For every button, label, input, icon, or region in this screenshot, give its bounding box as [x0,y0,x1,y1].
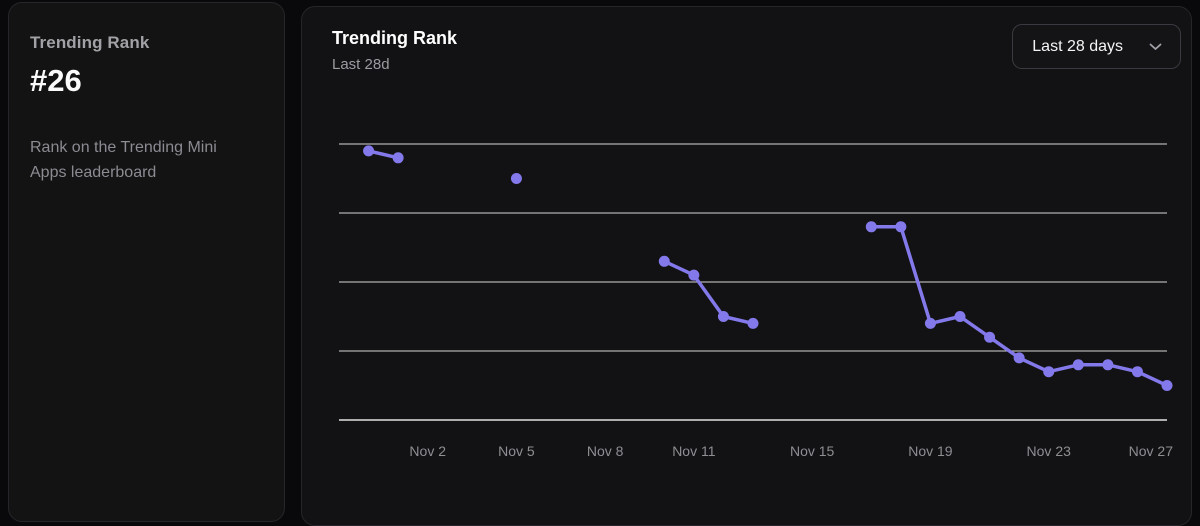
x-tick-label: Nov 8 [587,443,624,459]
chart-title: Trending Rank [332,28,458,48]
stat-card-title: Trending Rank [30,33,150,52]
trend-line-segment [662,259,755,326]
data-point[interactable] [865,221,877,233]
data-point[interactable] [1013,352,1025,364]
data-point[interactable] [1131,366,1143,378]
stat-card-description: Rank on the Trending Mini Apps leaderboa… [30,139,217,181]
data-point[interactable] [1072,359,1084,371]
data-point[interactable] [895,221,907,233]
data-point[interactable] [717,311,729,322]
x-tick-label: Nov 2 [409,443,446,459]
data-point[interactable] [924,317,936,329]
trending-rank-chart[interactable]: Nov 2 Nov 5 Nov 8 Nov 11 Nov 15 Nov 19 Nov 23 N… [302,7,1193,489]
date-range-label: Last 28 days [1032,37,1123,55]
data-point[interactable] [984,331,996,343]
chevron-down-icon [1149,43,1162,50]
x-tick-label: Nov 19 [908,443,953,459]
data-point[interactable] [1043,366,1055,378]
x-tick-label: Nov 11 [672,443,716,459]
x-tick-label: Nov 15 [790,443,835,459]
data-point[interactable] [510,173,522,184]
x-tick-label: Nov 23 [1027,443,1072,459]
date-range-dropdown[interactable]: Last 28 days [1012,24,1181,69]
data-point[interactable] [392,152,404,164]
x-tick-label: Nov 5 [498,443,535,459]
trending-rank-chart-panel: Nov 2 Nov 5 Nov 8 Nov 11 Nov 15 Nov 19 Nov 23 N… [301,6,1192,526]
stat-card-value: #26 [30,63,82,98]
x-tick-label: Nov 27 [1129,443,1174,459]
data-point[interactable] [1161,380,1173,391]
data-point[interactable] [747,317,759,329]
data-point[interactable] [688,269,700,281]
data-point[interactable] [658,255,670,267]
data-point[interactable] [954,311,966,322]
data-point[interactable] [363,145,375,157]
chart-subtitle: Last 28d [332,56,390,73]
trending-rank-stat-card: Trending Rank #26 Rank on the Trending M… [8,2,285,522]
data-point[interactable] [1102,359,1114,371]
